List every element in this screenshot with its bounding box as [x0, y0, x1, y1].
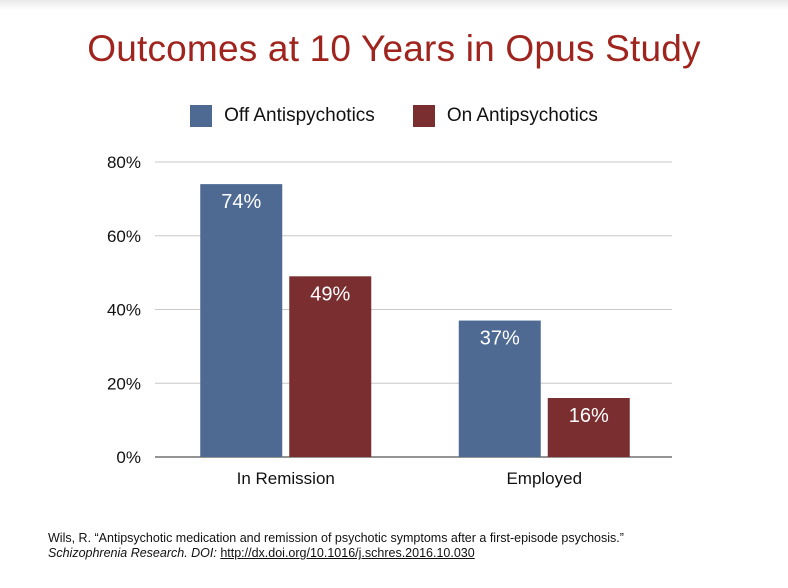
citation-line2: Schizophrenia Research. DOI: http://dx.d… [48, 546, 624, 561]
bar [289, 276, 372, 457]
y-tick-label: 60% [107, 227, 141, 246]
bar [200, 184, 283, 457]
citation-journal: Schizophrenia Research. DOI: [48, 546, 217, 560]
legend-swatch-off [190, 105, 213, 127]
bars: 74% 49% 37% 16% [200, 184, 630, 457]
y-axis-ticks: 0% 20% 40% 60% 80% [107, 153, 141, 467]
legend-item-off: Off Antispychotics [190, 105, 375, 127]
legend-label-on: On Antipsychotics [446, 105, 598, 126]
bar-value-label: 49% [310, 283, 350, 305]
y-tick-label: 80% [107, 153, 141, 172]
legend: Off Antispychotics On Antipsychotics [0, 105, 788, 127]
bar-chart: 0% 20% 40% 60% 80% 74% 49% 37% 16% In Remission… [107, 153, 672, 488]
x-category-label: In Remission [237, 469, 335, 488]
x-axis-labels: In Remission Employed [237, 469, 582, 488]
top-strip [0, 0, 788, 10]
doi-link[interactable]: http://dx.doi.org/10.1016/j.schres.2016.… [220, 546, 475, 560]
bar [458, 320, 541, 457]
bar-value-label: 74% [221, 191, 261, 213]
legend-label-off: Off Antispychotics [224, 105, 375, 126]
bar-value-label: 37% [480, 328, 520, 350]
legend-swatch-on [412, 105, 435, 127]
y-tick-label: 20% [107, 374, 141, 393]
citation: Wils, R. “Antipsychotic medication and r… [48, 531, 624, 561]
bar-value-label: 16% [569, 405, 609, 427]
x-category-label: Employed [506, 469, 582, 488]
legend-item-on: On Antipsychotics [412, 105, 598, 127]
y-tick-label: 0% [116, 448, 141, 467]
citation-line1: Wils, R. “Antipsychotic medication and r… [48, 531, 624, 545]
y-tick-label: 40% [107, 301, 141, 320]
bar [547, 398, 630, 457]
chart-title: Outcomes at 10 Years in Opus Study [87, 28, 701, 69]
